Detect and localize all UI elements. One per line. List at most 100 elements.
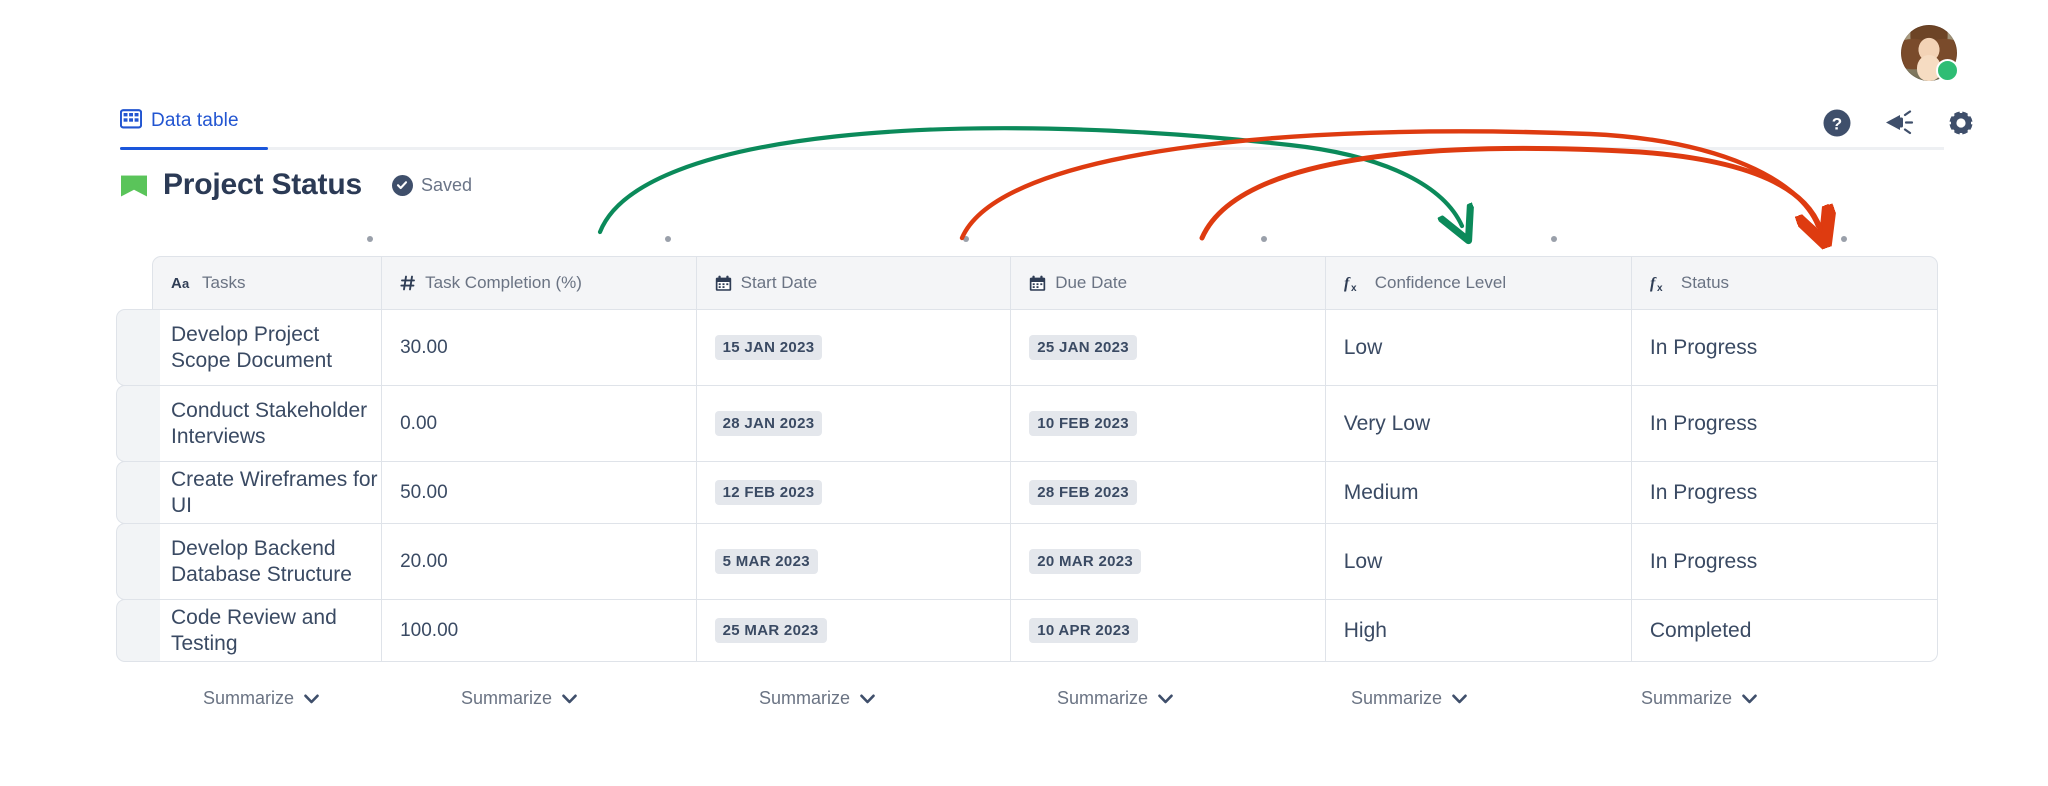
column-resize-handle[interactable] (1261, 236, 1267, 242)
megaphone-icon[interactable] (1884, 108, 1914, 138)
cell-task-completion[interactable]: 50.00 (382, 462, 697, 524)
column-header-label: Status (1680, 273, 1730, 292)
column-resize-handle[interactable] (665, 236, 671, 242)
cell-status[interactable]: In Progress (1631, 524, 1938, 600)
column-resize-handle[interactable] (367, 236, 373, 242)
cell-task-completion[interactable]: 0.00 (382, 386, 697, 462)
cell-confidence-level[interactable]: Low (1325, 524, 1632, 600)
cell-confidence-level[interactable]: Low (1325, 310, 1632, 386)
chevron-down-icon (304, 688, 319, 709)
date-chip: 15 JAN 2023 (714, 335, 823, 360)
summarize-button[interactable]: Summarize (1351, 688, 1467, 709)
cell-start-date[interactable]: 25 MAR 2023 (696, 600, 1012, 662)
help-circle-icon[interactable]: ? (1822, 108, 1852, 138)
row-handle[interactable] (116, 461, 160, 524)
summarize-label: Summarize (461, 688, 553, 708)
cell-text: Low (1343, 549, 1383, 573)
cell-status[interactable]: In Progress (1631, 386, 1938, 462)
chevron-down-icon (860, 688, 875, 709)
column-header-confidence-level[interactable]: f x Confidence Level (1325, 256, 1632, 310)
summarize-button[interactable]: Summarize (203, 688, 319, 709)
cell-task[interactable]: Develop Backend Database Structure (152, 524, 383, 600)
document-title-row: Project Status Saved (121, 168, 472, 202)
column-header-start-date[interactable]: Start Date (696, 256, 1012, 310)
cell-task[interactable]: Develop Project Scope Document (152, 310, 383, 386)
svg-text:f: f (1650, 275, 1657, 292)
green-flag-icon (121, 172, 147, 198)
summarize-row: Summarize Summarize Summarize Summarize Summ… (152, 688, 1938, 724)
column-resize-handle[interactable] (1841, 236, 1847, 242)
tab-data-table[interactable]: Data table (119, 101, 243, 150)
column-header-status[interactable]: f x Status (1631, 256, 1938, 310)
row-handle-column (116, 309, 160, 662)
column-header-due-date[interactable]: Due Date (1011, 256, 1326, 310)
top-bar: ? (0, 0, 2048, 150)
cell-start-date[interactable]: 15 JAN 2023 (696, 310, 1012, 386)
cell-text: 100.00 (400, 619, 459, 641)
cell-text: 0.00 (400, 412, 438, 434)
row-handle[interactable] (116, 523, 160, 600)
row-handle[interactable] (116, 309, 160, 386)
cell-task-completion[interactable]: 20.00 (382, 524, 697, 600)
cell-due-date[interactable]: 10 APR 2023 (1011, 600, 1326, 662)
check-circle-icon (391, 174, 413, 196)
table-row[interactable]: Conduct Stakeholder Interviews 0.00 28 JAN… (152, 386, 1938, 462)
cell-text: Conduct Stakeholder Interviews (171, 398, 368, 448)
formula-fx-icon: f x (1650, 274, 1672, 293)
cell-status[interactable]: Completed (1631, 600, 1938, 662)
date-chip: 12 FEB 2023 (714, 480, 823, 505)
cell-task-completion[interactable]: 30.00 (382, 310, 697, 386)
column-header-task-completion[interactable]: Task Completion (%) (382, 256, 697, 310)
cell-task[interactable]: Conduct Stakeholder Interviews (152, 386, 383, 462)
cell-due-date[interactable]: 28 FEB 2023 (1011, 462, 1326, 524)
column-header-tasks[interactable]: A a Tasks (152, 256, 383, 310)
cell-text: Code Review and Testing (171, 605, 337, 655)
data-table: A a Tasks (116, 236, 1938, 662)
summarize-button[interactable]: Summarize (461, 688, 577, 709)
column-resize-handle[interactable] (963, 236, 969, 242)
cell-text: Completed (1649, 618, 1752, 642)
cell-start-date[interactable]: 12 FEB 2023 (696, 462, 1012, 524)
cell-confidence-level[interactable]: Very Low (1325, 386, 1632, 462)
cell-status[interactable]: In Progress (1631, 310, 1938, 386)
avatar[interactable] (1901, 25, 1959, 82)
summarize-label: Summarize (759, 688, 851, 708)
cell-text: In Progress (1649, 335, 1758, 359)
cell-task[interactable]: Code Review and Testing (152, 600, 383, 662)
column-header-label: Tasks (202, 273, 246, 292)
cell-status[interactable]: In Progress (1631, 462, 1938, 524)
table-row[interactable]: Code Review and Testing 100.00 25 MAR 2023… (152, 600, 1938, 662)
gear-icon[interactable] (1946, 108, 1976, 138)
date-chip: 10 APR 2023 (1029, 618, 1139, 643)
cell-due-date[interactable]: 10 FEB 2023 (1011, 386, 1326, 462)
cell-start-date[interactable]: 5 MAR 2023 (696, 524, 1012, 600)
cell-task[interactable]: Create Wireframes for UI (152, 462, 383, 524)
tab-strip-divider (120, 147, 1944, 150)
save-status: Saved (391, 174, 472, 196)
tab-active-underline (120, 147, 268, 150)
cell-confidence-level[interactable]: High (1325, 600, 1632, 662)
svg-text:a: a (182, 276, 190, 291)
column-resize-handle[interactable] (1551, 236, 1557, 242)
row-handle[interactable] (116, 385, 160, 462)
summarize-button[interactable]: Summarize (1057, 688, 1173, 709)
table-row[interactable]: Develop Project Scope Document 30.00 15 JA… (152, 310, 1938, 386)
summarize-button[interactable]: Summarize (1641, 688, 1757, 709)
date-chip: 25 JAN 2023 (1029, 335, 1137, 360)
date-chip: 25 MAR 2023 (714, 618, 827, 643)
cell-start-date[interactable]: 28 JAN 2023 (696, 386, 1012, 462)
table-row[interactable]: Create Wireframes for UI 50.00 12 FEB 2023… (152, 462, 1938, 524)
cell-confidence-level[interactable]: Medium (1325, 462, 1632, 524)
cell-text: Create Wireframes for UI (171, 467, 378, 517)
cell-text: In Progress (1649, 411, 1758, 435)
column-header-label: Due Date (1055, 273, 1128, 292)
row-handle[interactable] (116, 599, 160, 662)
cell-text: Low (1343, 335, 1383, 359)
cell-text: Develop Backend Database Structure (171, 536, 352, 586)
summarize-button[interactable]: Summarize (759, 688, 875, 709)
table-row[interactable]: Develop Backend Database Structure 20.00 5… (152, 524, 1938, 600)
cell-due-date[interactable]: 20 MAR 2023 (1011, 524, 1326, 600)
cell-due-date[interactable]: 25 JAN 2023 (1011, 310, 1326, 386)
cell-task-completion[interactable]: 100.00 (382, 600, 697, 662)
grid-table-icon (119, 108, 143, 135)
